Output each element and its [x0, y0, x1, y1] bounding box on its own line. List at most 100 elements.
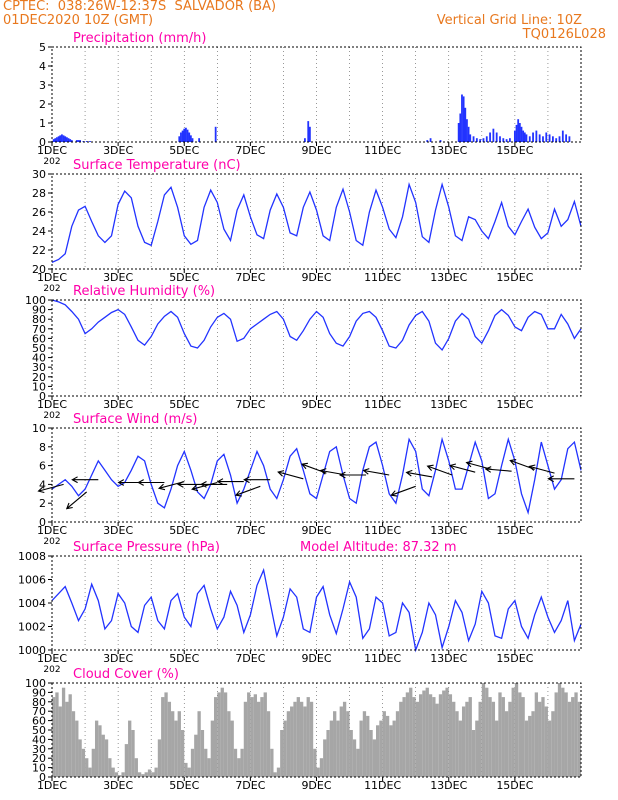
cloud-cover-bar	[379, 720, 383, 777]
cloud-cover-bar	[329, 720, 334, 777]
cloud-cover-bar	[151, 772, 155, 777]
precipitation-bar	[429, 138, 432, 142]
precipitation-bar	[517, 119, 520, 142]
precipitation-bar	[489, 132, 491, 142]
precipitation-bar	[198, 138, 201, 142]
precipitation-ytick-label: 4	[39, 60, 46, 73]
precipitation-bar	[499, 136, 501, 142]
cloud-cover-ytick-label: 20	[32, 752, 46, 765]
precipitation-bar	[59, 135, 62, 142]
precipitation-bar	[461, 94, 463, 142]
precipitation-bar	[502, 138, 505, 142]
wind-arrow	[216, 478, 244, 485]
precipitation-bar	[532, 132, 534, 142]
precipitation-bar	[57, 136, 60, 142]
wind-xtick-label: 5DEC	[169, 524, 199, 537]
precipitation-ytick-label: 3	[39, 79, 46, 92]
temperature-ytick-label: 24	[32, 225, 46, 238]
temperature-xtick-label: 3DEC	[103, 271, 133, 284]
temperature-line	[51, 181, 582, 263]
precipitation-bar	[457, 123, 460, 142]
cloud-cover-bar	[71, 711, 76, 777]
precipitation-bar	[561, 130, 564, 142]
cloud-cover-bar	[485, 687, 489, 777]
pressure-frame	[51, 555, 582, 651]
cloud-cover-bar	[521, 697, 525, 777]
precipitation-bar	[307, 121, 310, 142]
cloud-cover-bar	[58, 706, 62, 777]
cloud-cover-bar	[144, 772, 148, 777]
humidity-ytick-label: 10	[32, 380, 46, 393]
precipitation-bar	[185, 127, 187, 142]
cloud-cover-bar	[428, 694, 433, 777]
precipitation-bar	[545, 132, 548, 142]
pressure-xtick-label: 15DEC	[496, 652, 533, 665]
cloud-cover-xtick-label: 7DEC	[235, 779, 265, 792]
precipitation-bar	[558, 136, 561, 142]
temperature-ytick-label: 26	[32, 206, 46, 219]
precipitation-bar	[62, 135, 65, 142]
cloud-cover-bar	[528, 715, 532, 777]
cloud-cover-bar	[508, 701, 512, 777]
header-station: CPTEC: 038:26W-12:37S SALVADOR (BA)	[3, 0, 277, 14]
cloud-cover-bar	[511, 687, 515, 777]
precipitation-bar	[56, 137, 58, 142]
cloud-cover-bar	[52, 697, 56, 777]
wind-ytick-label: 8	[39, 441, 46, 454]
cloud-cover-ytick-label: 90	[32, 686, 46, 699]
cloud-cover-bar	[223, 692, 228, 777]
wind-title: Surface Wind (m/s)	[73, 412, 197, 427]
cloud-cover-bar	[382, 711, 386, 777]
cloud-cover-bar	[75, 720, 79, 777]
precipitation-ytick-label: 5	[39, 41, 46, 54]
precipitation-bar	[79, 140, 82, 142]
cloud-cover-bar	[227, 711, 231, 777]
temperature-xtick-label: 1DEC	[37, 271, 67, 284]
cloud-cover-bar	[280, 730, 284, 777]
cloud-cover-bar	[432, 697, 436, 777]
cloud-cover-bar	[316, 767, 320, 777]
precipitation-bar	[520, 126, 523, 142]
cloud-cover-ytick-label: 60	[32, 715, 46, 728]
humidity-ytick-label: 60	[32, 332, 46, 345]
wind-arrow	[484, 466, 512, 473]
precipitation-bar	[515, 124, 518, 142]
temperature-ytick-label: 30	[32, 168, 46, 181]
cloud-cover-bar	[409, 687, 413, 777]
cloud-cover-bar	[418, 694, 423, 777]
cloud-cover-bar	[233, 748, 238, 777]
cloud-cover-bar	[488, 697, 492, 777]
cloud-cover-bar	[435, 703, 439, 777]
humidity-xtick-label: 7DEC	[235, 398, 265, 411]
cloud-cover-bar	[475, 720, 479, 777]
humidity-ytick-label: 70	[32, 323, 46, 336]
precipitation-xtick-label: 9DEC	[301, 144, 331, 157]
cloud-cover-ytick-label: 40	[32, 733, 46, 746]
wind-arrow	[200, 481, 228, 488]
cloud-cover-bar	[395, 711, 400, 777]
cloud-cover-bar	[538, 701, 542, 777]
wind-frame	[51, 427, 582, 523]
cloud-cover-bar	[313, 748, 317, 777]
cloud-cover-bar	[571, 697, 575, 777]
wind-arrow	[547, 475, 575, 483]
cloud-cover-bar	[336, 720, 340, 777]
humidity-ytick-label: 0	[39, 390, 46, 403]
precipitation-bar	[492, 128, 495, 142]
cloud-cover-bar	[349, 730, 353, 777]
cloud-cover-bar	[161, 697, 165, 777]
temperature-ytick-label: 28	[32, 187, 46, 200]
cloud-cover-bar	[356, 748, 360, 777]
humidity-ytick-label: 40	[32, 352, 46, 365]
precipitation-bar	[522, 130, 525, 142]
cloud-cover-bar	[531, 711, 535, 777]
cloud-cover-bar	[214, 697, 218, 777]
pressure-ytick-label: 1006	[18, 574, 46, 587]
precipitation-bar	[191, 138, 194, 142]
cloud-cover-bar	[270, 748, 274, 777]
cloud-cover-title: Cloud Cover (%)	[73, 667, 179, 682]
precipitation-ytick-label: 2	[39, 98, 46, 111]
cloud-cover-bar	[481, 683, 486, 777]
cloud-cover-bar	[81, 748, 86, 777]
cloud-cover-bar	[534, 692, 539, 777]
